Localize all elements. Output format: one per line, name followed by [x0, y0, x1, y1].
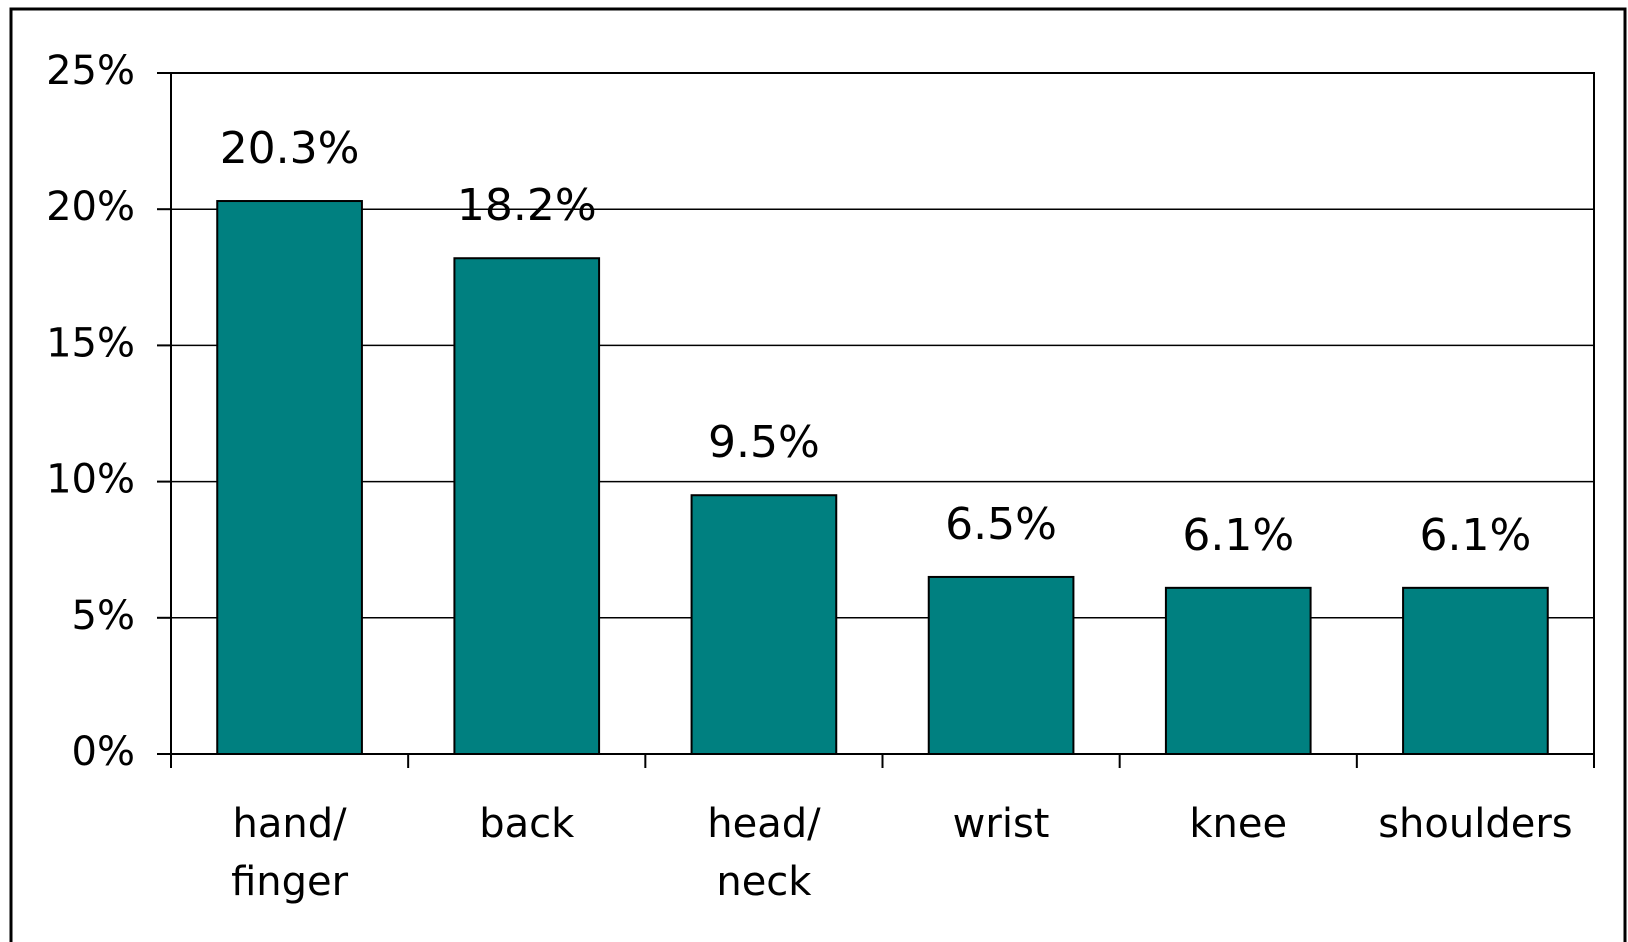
x-tick-label: wrist: [953, 801, 1050, 847]
y-tick-label: 20%: [46, 184, 135, 230]
x-tick-label: hand/finger: [231, 801, 349, 905]
y-tick-label: 10%: [46, 457, 135, 503]
y-tick-label: 15%: [46, 320, 135, 366]
bar: [690, 494, 838, 755]
y-tick-label: 0%: [72, 729, 135, 775]
data-label: 6.5%: [945, 499, 1057, 550]
x-tick-label: knee: [1189, 801, 1287, 847]
data-label: 6.1%: [1420, 510, 1532, 561]
bar: [216, 200, 363, 755]
data-label: 9.5%: [708, 417, 820, 468]
x-tick-label: shoulders: [1378, 801, 1572, 847]
bar: [927, 575, 1075, 755]
x-tick-label: back: [479, 801, 575, 847]
y-tick-label: 25%: [46, 48, 135, 94]
bar: [1402, 586, 1549, 755]
data-label: 6.1%: [1182, 510, 1294, 561]
y-tick-label: 5%: [72, 593, 135, 639]
x-tick-label: head/neck: [707, 801, 821, 905]
bar: [453, 257, 601, 755]
data-label: 18.2%: [457, 180, 597, 231]
plot-area: [170, 72, 1595, 755]
data-label: 20.3%: [220, 123, 360, 174]
bar: [1164, 586, 1312, 755]
